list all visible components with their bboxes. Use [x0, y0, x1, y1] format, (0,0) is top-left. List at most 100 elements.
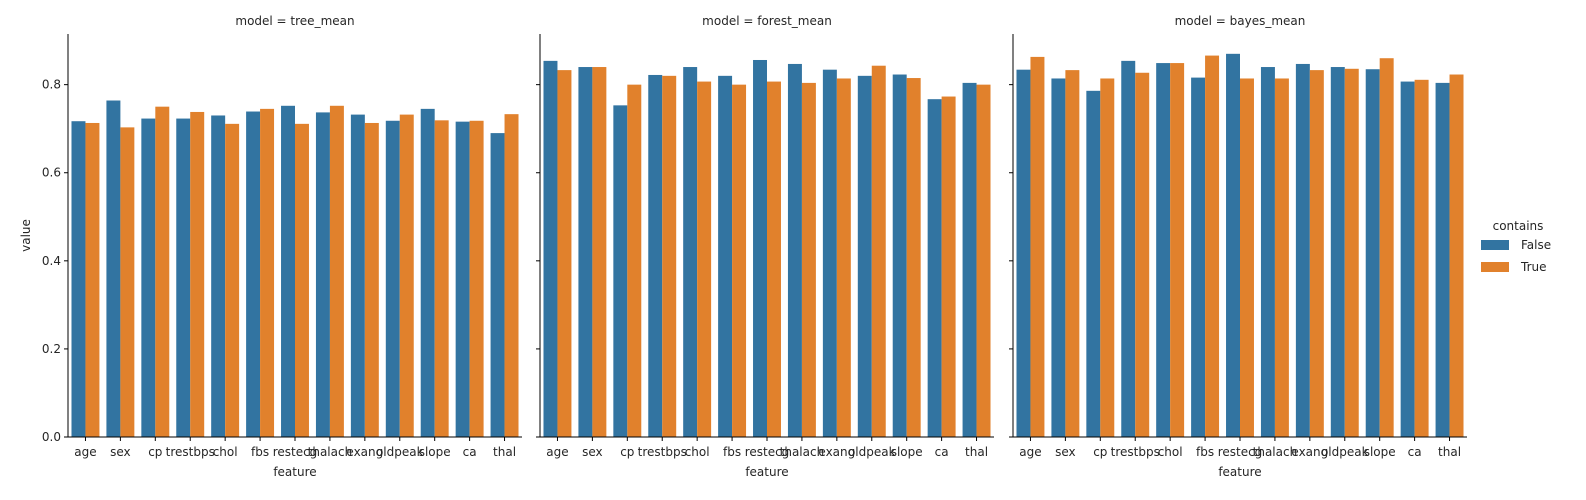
- x-tick-label: chol: [685, 445, 710, 459]
- bar-true-restecg: [295, 123, 309, 437]
- bar-false-oldpeak: [385, 120, 400, 438]
- bar-false-slope: [420, 108, 435, 438]
- x-tick-label: restecg: [273, 445, 318, 459]
- x-tick-label: ca: [1408, 445, 1422, 459]
- bar-true-exang: [364, 122, 379, 437]
- x-tick-label: chol: [1158, 445, 1183, 459]
- bar-true-slope: [434, 120, 449, 437]
- bar-false-age: [71, 121, 86, 438]
- bar-true-exang: [836, 78, 851, 437]
- bar-false-trestbps: [648, 74, 663, 438]
- bar-false-slope: [1365, 69, 1380, 437]
- x-tick-label: fbs: [1196, 445, 1214, 459]
- bar-true-sex: [592, 67, 607, 437]
- x-tick-label: trestbps: [638, 445, 687, 459]
- y-tick-label: 0.6: [42, 166, 61, 180]
- legend-swatch-true: [1481, 262, 1509, 272]
- x-tick-label: exang: [818, 445, 855, 459]
- bar-true-chol: [225, 123, 240, 437]
- x-tick-label: restecg: [1218, 445, 1263, 459]
- bar-true-thalach: [1274, 78, 1289, 437]
- bar-true-trestbps: [190, 111, 205, 438]
- x-axis-label: feature: [273, 465, 316, 479]
- bar-true-slope: [1379, 58, 1394, 437]
- x-tick-label: oldpeak: [376, 445, 424, 459]
- bar-true-ca: [1414, 79, 1429, 437]
- bar-false-chol: [211, 115, 226, 437]
- bar-false-fbs: [1191, 77, 1206, 437]
- bar-false-exang: [822, 69, 837, 438]
- x-tick-label: ca: [463, 445, 477, 459]
- bar-false-sex: [578, 67, 593, 437]
- x-tick-label: thal: [1438, 445, 1461, 459]
- bar-false-thalach: [315, 112, 330, 438]
- x-tick-label: age: [546, 445, 568, 459]
- bar-true-cp: [1100, 78, 1115, 437]
- bar-false-ca: [1400, 81, 1415, 437]
- bar-true-thal: [1449, 74, 1464, 438]
- bar-true-exang: [1309, 70, 1324, 438]
- bar-true-trestbps: [1135, 72, 1150, 437]
- x-tick-label: sex: [582, 445, 603, 459]
- y-tick-label: 0.0: [42, 430, 61, 444]
- x-tick-label: age: [1019, 445, 1041, 459]
- bar-false-oldpeak: [857, 75, 872, 437]
- bar-false-exang: [350, 114, 365, 437]
- x-tick-label: oldpeak: [848, 445, 896, 459]
- bar-true-chol: [697, 81, 712, 437]
- x-tick-label: ca: [935, 445, 949, 459]
- bar-false-restecg: [753, 59, 767, 438]
- x-tick-label: thal: [965, 445, 988, 459]
- bar-true-restecg: [767, 81, 781, 437]
- bar-false-sex: [106, 100, 121, 437]
- bar-true-thal: [504, 114, 519, 437]
- bar-false-chol: [1156, 63, 1171, 437]
- bar-false-exang: [1295, 63, 1310, 437]
- x-tick-label: thalach: [1253, 445, 1298, 459]
- bar-false-thal: [490, 133, 505, 437]
- bar-false-thalach: [1260, 67, 1275, 437]
- x-tick-label: thalach: [780, 445, 825, 459]
- bar-false-sex: [1051, 78, 1066, 437]
- x-tick-label: cp: [1093, 445, 1107, 459]
- x-tick-label: sex: [110, 445, 131, 459]
- bar-true-thalach: [801, 82, 816, 437]
- bar-false-trestbps: [1121, 60, 1136, 438]
- bar-true-ca: [941, 96, 956, 437]
- bar-true-fbs: [1205, 55, 1220, 437]
- bar-true-sex: [1065, 70, 1080, 438]
- y-axis-label: value: [19, 219, 33, 252]
- bar-false-ca: [455, 121, 470, 438]
- bar-true-chol: [1170, 63, 1185, 437]
- bar-true-fbs: [260, 108, 275, 438]
- facet-title: model = forest_mean: [702, 14, 832, 28]
- x-axis-label: feature: [1218, 465, 1261, 479]
- bar-true-age: [1030, 56, 1045, 438]
- bar-false-cp: [1086, 90, 1101, 437]
- x-tick-label: slope: [419, 445, 451, 459]
- x-tick-label: cp: [620, 445, 634, 459]
- bar-false-cp: [613, 105, 628, 437]
- x-tick-label: sex: [1055, 445, 1076, 459]
- bar-false-oldpeak: [1330, 67, 1345, 437]
- x-tick-label: trestbps: [166, 445, 215, 459]
- y-tick-label: 0.8: [42, 78, 61, 92]
- legend-label-false: False: [1521, 238, 1551, 252]
- bar-true-oldpeak: [1344, 68, 1359, 437]
- bar-true-thalach: [329, 105, 344, 437]
- bar-false-restecg: [1226, 53, 1240, 437]
- x-tick-label: thalach: [308, 445, 353, 459]
- x-tick-label: chol: [213, 445, 238, 459]
- bar-false-age: [543, 60, 558, 438]
- x-tick-label: fbs: [723, 445, 741, 459]
- bar-false-cp: [141, 118, 156, 437]
- bar-true-thal: [976, 84, 991, 438]
- x-axis-label: feature: [745, 465, 788, 479]
- bar-true-oldpeak: [399, 114, 414, 437]
- bar-false-slope: [892, 74, 907, 438]
- bar-true-cp: [155, 106, 170, 438]
- legend-swatch-false: [1481, 240, 1509, 250]
- y-tick-label: 0.4: [42, 254, 61, 268]
- x-tick-label: restecg: [745, 445, 790, 459]
